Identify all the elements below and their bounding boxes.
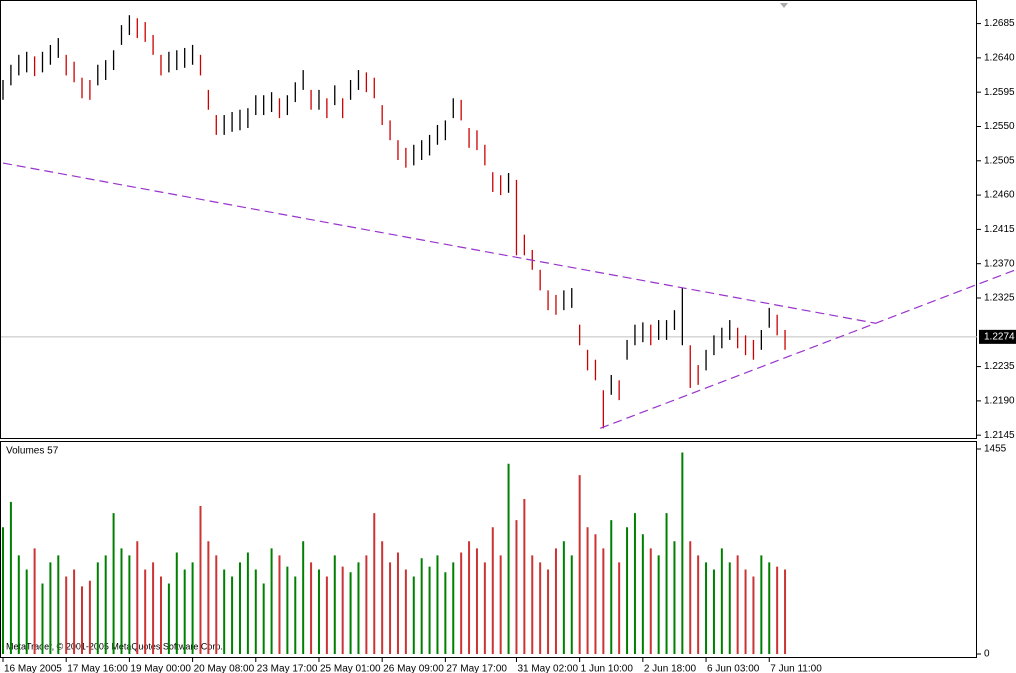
shift-marker [780, 3, 788, 8]
x-tick-label: 6 Jun 03:00 [707, 664, 760, 673]
y-tick-label: 1.2370 [984, 258, 1015, 269]
volume-panel [0, 441, 977, 658]
x-tick-label: 23 May 17:00 [257, 664, 318, 673]
y-tick-label: 1.2640 [984, 53, 1015, 64]
x-tick-label: 2 Jun 18:00 [644, 664, 697, 673]
x-tick-label: 16 May 2005 [4, 664, 62, 673]
trend-line [599, 269, 1016, 429]
y-tick-label: 1.2190 [984, 396, 1015, 407]
y-tick-label: 1.2145 [984, 430, 1015, 441]
volume-tick-label: 0 [984, 649, 990, 660]
x-tick-label: 20 May 08:00 [194, 664, 255, 673]
x-tick-label: 26 May 09:00 [383, 664, 444, 673]
y-tick-label: 1.2325 [984, 293, 1015, 304]
price-panel [0, 0, 977, 439]
x-tick-label: 31 May 02:00 [517, 664, 578, 673]
volume-label: Volumes 57 [6, 446, 59, 457]
x-tick-label: 19 May 00:00 [130, 664, 191, 673]
y-tick-label: 1.2595 [984, 87, 1015, 98]
y-tick-label: 1.2685 [984, 18, 1015, 29]
trend-line [2, 162, 876, 324]
y-tick-label: 1.2235 [984, 361, 1015, 372]
x-tick-label: 25 May 01:00 [320, 664, 381, 673]
x-tick-label: 7 Jun 11:00 [770, 664, 822, 673]
y-tick-label: 1.2550 [984, 121, 1015, 132]
y-tick-label: 1.2505 [984, 155, 1015, 166]
x-tick-label: 27 May 17:00 [446, 664, 507, 673]
x-tick-label: 1 Jun 10:00 [581, 664, 634, 673]
x-tick-label: 17 May 16:00 [67, 664, 128, 673]
volume-tick-label: 1455 [984, 444, 1007, 455]
current-price-box [979, 329, 1016, 344]
y-tick-label: 1.2460 [984, 190, 1015, 201]
y-tick-label: 1.2415 [984, 224, 1015, 235]
current-price-label: 1.2274 [984, 332, 1015, 343]
